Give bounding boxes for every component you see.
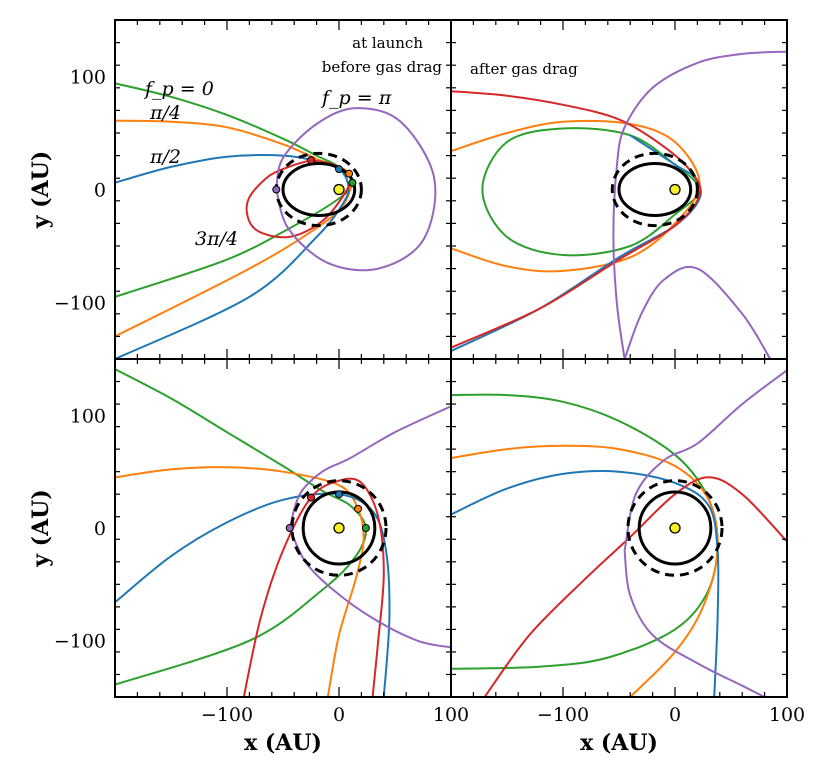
- inner-orbit: [617, 162, 693, 217]
- panel-bottom-right: −100 0 100 x (AU): [450, 358, 805, 756]
- launch-point-orange: [345, 169, 354, 178]
- launch-point-red: [307, 156, 315, 165]
- orbit-curve-purple: [288, 405, 451, 529]
- orbit-curve-red: [483, 476, 787, 697]
- orbit-curve-orange: [451, 119, 701, 273]
- plot-area: [451, 369, 787, 697]
- x-tick-label: 100: [769, 704, 805, 726]
- orbit-curve-red: [242, 477, 385, 697]
- y-tick-label: 0: [94, 518, 106, 540]
- curve-label-pi4: π/4: [149, 102, 181, 124]
- ticks: [114, 358, 452, 698]
- ticks: [450, 19, 788, 360]
- x-axis-title: x (AU): [244, 730, 322, 756]
- y-tick-label: 0: [94, 180, 106, 202]
- curve-label-3pi4: 3π/4: [195, 228, 238, 250]
- orbit-curve-red: [245, 159, 353, 239]
- launch-point-purple: [285, 524, 294, 532]
- launch-point-blue: [335, 490, 343, 499]
- panel-bottom-left: −100 0 100 −100 0 100 y (AU) x (AU): [28, 358, 469, 756]
- orbit-curve-orange: [115, 466, 365, 697]
- plot-area: [451, 50, 787, 359]
- launch-point-blue: [335, 165, 343, 174]
- orbit-curve-purple: [623, 550, 766, 697]
- x-tick-label: −100: [537, 704, 589, 726]
- launch-point-purple: [272, 185, 281, 194]
- y-tick-label: −100: [54, 631, 106, 653]
- star-marker: [333, 522, 345, 534]
- curve-label-fppi: f_p = π: [320, 87, 392, 109]
- orbit-curve-purple: [612, 50, 787, 359]
- orbit-curve-blue: [451, 469, 720, 697]
- launch-point-orange: [354, 504, 363, 513]
- x-axis-title: x (AU): [580, 730, 658, 756]
- star-marker: [669, 522, 681, 534]
- orbit-curve-blue: [115, 492, 391, 697]
- dashed-orbit: [610, 151, 699, 228]
- plot-area: [115, 368, 451, 697]
- x-tick-label: −100: [201, 704, 253, 726]
- star-marker: [333, 183, 345, 196]
- inner-orbit: [637, 490, 713, 566]
- y-tick-label: 100: [70, 405, 106, 427]
- y-axis-title: y (AU): [28, 151, 54, 230]
- dashed-orbit: [290, 479, 388, 577]
- orbit-curve-blue: [115, 154, 350, 359]
- y-tick-label: −100: [54, 293, 106, 315]
- launch-point-green: [348, 178, 357, 187]
- orbit-curve-green: [481, 127, 701, 257]
- orbit-curve-purple: [623, 265, 772, 359]
- panel-frame: [450, 358, 788, 698]
- orbit-curve-purple: [623, 369, 787, 551]
- plot-area: [115, 82, 437, 359]
- annotation-before-gas-drag: before gas drag: [322, 58, 443, 76]
- panel-frame: [114, 358, 452, 698]
- y-tick-label: 100: [70, 67, 106, 89]
- orbit-curve-purple: [288, 527, 451, 649]
- x-tick-label: 0: [669, 704, 681, 726]
- launch-point-green: [361, 524, 370, 532]
- y-axis-title: y (AU): [28, 489, 54, 568]
- x-tick-label: 0: [333, 704, 345, 726]
- orbit-curve-purple: [275, 107, 437, 272]
- curve-label-pi2: π/2: [149, 146, 181, 168]
- orbit-curve-green: [115, 368, 368, 686]
- annotation-after-gas-drag: after gas drag: [470, 60, 578, 78]
- annotation-at-launch: at launch: [352, 34, 423, 52]
- x-tick-label: 100: [433, 704, 469, 726]
- inner-orbit: [281, 162, 357, 217]
- dashed-orbit: [626, 479, 724, 577]
- star-marker: [669, 183, 681, 196]
- launch-point-red: [307, 493, 315, 502]
- curve-label-fp0: f_p = 0: [143, 78, 214, 100]
- ticks: [450, 358, 788, 698]
- orbit-curve-red: [451, 90, 702, 349]
